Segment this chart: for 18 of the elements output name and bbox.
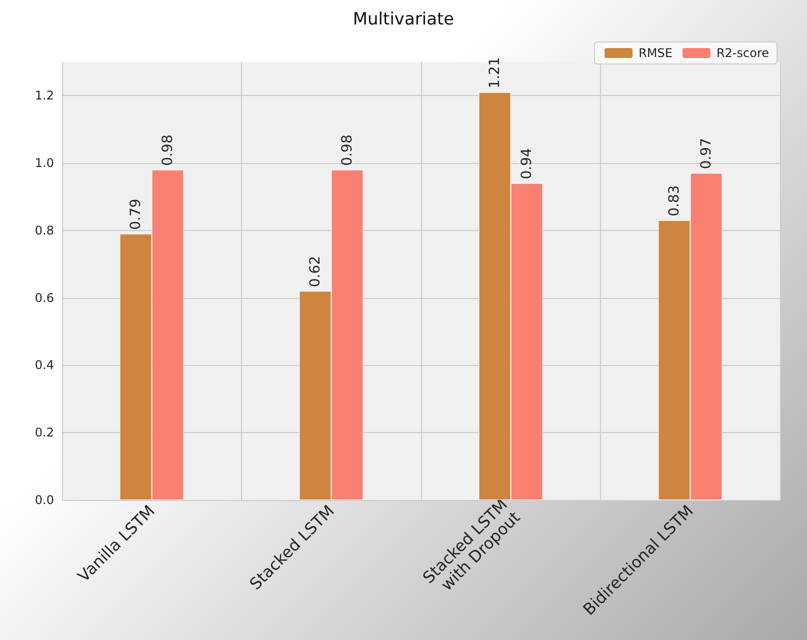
data-label: 0.98 bbox=[160, 134, 176, 166]
data-label: 0.83 bbox=[666, 185, 682, 216]
legend-label: R2-score bbox=[716, 46, 769, 60]
legend-label: RMSE bbox=[638, 46, 672, 60]
y-tick-label: 0.2 bbox=[34, 426, 54, 440]
data-label: 0.98 bbox=[339, 134, 356, 166]
chart-title: Multivariate bbox=[352, 10, 454, 30]
data-label: 0.97 bbox=[698, 138, 714, 170]
y-tick-label: 1.2 bbox=[34, 88, 54, 103]
data-label: 0.62 bbox=[307, 256, 324, 288]
y-tick-label: 0.0 bbox=[34, 493, 54, 507]
y-tick-label: 0.8 bbox=[34, 223, 54, 238]
data-label: 0.94 bbox=[518, 148, 535, 180]
y-tick-label: 1.0 bbox=[34, 156, 54, 170]
y-tick-label: 0.6 bbox=[34, 290, 54, 305]
data-label: 0.79 bbox=[128, 198, 144, 230]
data-label: 1.21 bbox=[486, 57, 503, 88]
y-tick-label: 0.4 bbox=[34, 358, 54, 372]
